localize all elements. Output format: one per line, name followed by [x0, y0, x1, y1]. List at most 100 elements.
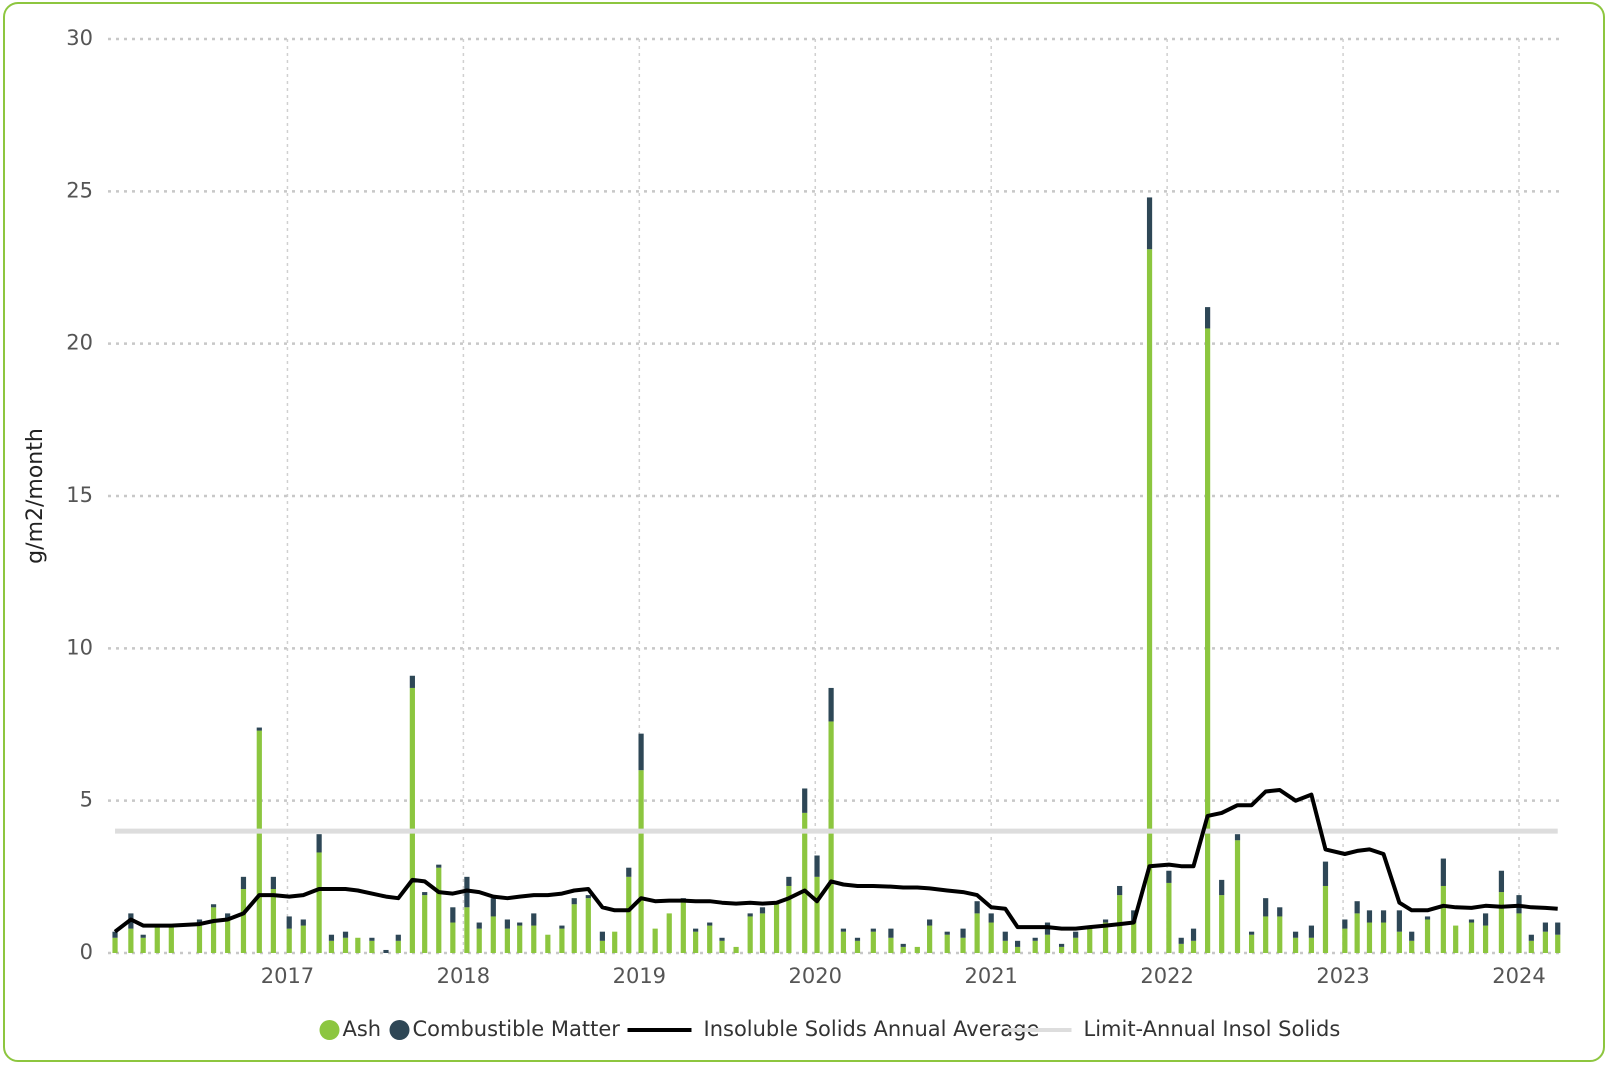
chart-frame [3, 2, 1605, 1062]
bar-segment [369, 940, 375, 953]
x-tick-label: 2023 [1316, 964, 1369, 988]
bar-segment [1292, 931, 1299, 938]
bar-segment [759, 907, 766, 914]
bar-segment [960, 937, 966, 953]
bar-segment [383, 949, 389, 953]
bar-segment [1263, 898, 1269, 917]
bar-segment [559, 925, 565, 929]
bar-segment [1528, 934, 1534, 941]
bar-segment [599, 931, 605, 941]
y-tick-label: 30 [66, 26, 93, 50]
bar-segment [1516, 913, 1522, 953]
bar-segment [436, 867, 442, 953]
bar-segment [196, 919, 203, 923]
bar-segment [128, 928, 134, 953]
bar-segment [369, 937, 375, 941]
bar-segment [1058, 943, 1065, 947]
bar-segment [666, 913, 672, 953]
bar-segment [814, 876, 820, 953]
bar-segment [154, 925, 160, 953]
bar-segment [1219, 895, 1225, 953]
bar-segment [900, 946, 906, 953]
bar-segment [870, 931, 876, 953]
bar-segment [1424, 919, 1431, 953]
bar-segment [1308, 937, 1315, 953]
bar-segment [1277, 916, 1283, 953]
bar-segment [1073, 931, 1079, 938]
bar-segment [1542, 931, 1549, 953]
bar-segment [422, 895, 428, 953]
bar-segment [960, 928, 966, 938]
x-tick-label: 2018 [437, 964, 490, 988]
bar-segment [1409, 931, 1415, 941]
bar-segment [612, 931, 618, 953]
bar-segment [1354, 913, 1360, 953]
bar-segment [840, 931, 847, 953]
bar-segment [328, 940, 335, 953]
bar-segment [888, 928, 894, 938]
bar-segment [719, 940, 725, 953]
bar-segment [638, 733, 644, 771]
x-tick-label: 2017 [261, 964, 314, 988]
bar-segment [517, 922, 523, 926]
bar-segment [464, 907, 470, 953]
bar-segment [1498, 892, 1505, 953]
y-tick-label: 25 [66, 178, 93, 202]
y-tick-label: 5 [80, 788, 93, 812]
bar-segment [1354, 901, 1360, 914]
bar-segment [707, 922, 713, 926]
bar-segment [626, 876, 632, 953]
bar-segment [854, 940, 861, 953]
bar-segment [328, 934, 335, 941]
y-axis-label: g/m2/month [23, 428, 48, 564]
bar-segment [1424, 916, 1431, 920]
bar-segment [585, 895, 591, 899]
grid [108, 37, 1563, 955]
bar-segment [1102, 919, 1109, 923]
bar-segment [652, 928, 658, 953]
bar-segment [1555, 922, 1561, 935]
bar-segment [436, 864, 442, 868]
legend-swatch [319, 1020, 340, 1040]
bar-segment [585, 898, 591, 953]
bar-segment [988, 913, 994, 923]
bar-segment [571, 904, 577, 953]
legend: Ash Combustible Matter Insoluble Solids An… [319, 1017, 1341, 1041]
bar-segment [342, 937, 349, 953]
legend-item: Ash [319, 1017, 381, 1041]
bar-segment [1528, 940, 1534, 953]
bar-segment [1190, 928, 1197, 941]
bar-segment [1263, 916, 1269, 953]
bar-segment [490, 916, 496, 953]
bar-segment [974, 901, 980, 914]
bar-segment [1058, 946, 1065, 953]
bar-segment [773, 904, 780, 953]
bar-segment [168, 925, 174, 953]
bar-segment [1205, 307, 1211, 329]
bar-segment [680, 901, 686, 953]
legend-label: Limit-Annual Insol Solids [1084, 1017, 1341, 1041]
bar-segment [559, 928, 565, 953]
bar-segment [1014, 940, 1021, 947]
bar-segment [944, 934, 950, 953]
y-tick-label: 15 [66, 483, 93, 507]
bar-segment [854, 937, 861, 941]
bar-segment [409, 687, 415, 953]
bar-segment [840, 928, 847, 932]
bar-segment [802, 812, 808, 953]
bar-segment [316, 852, 322, 953]
bar-segment [531, 925, 537, 953]
bar-segment [1044, 934, 1051, 953]
bar-segment [1014, 946, 1021, 953]
bar-segment [1482, 925, 1489, 953]
bar-segment [707, 925, 713, 953]
bar-segment [1468, 919, 1475, 923]
bar-segment [974, 913, 980, 953]
bar-segment [1002, 931, 1008, 941]
bar-segment [476, 928, 482, 953]
bar-segment [531, 913, 537, 926]
bar-segment [450, 907, 456, 923]
bar-segment [1453, 925, 1459, 953]
bar-segment [355, 937, 361, 953]
bar-segment [1131, 922, 1137, 953]
